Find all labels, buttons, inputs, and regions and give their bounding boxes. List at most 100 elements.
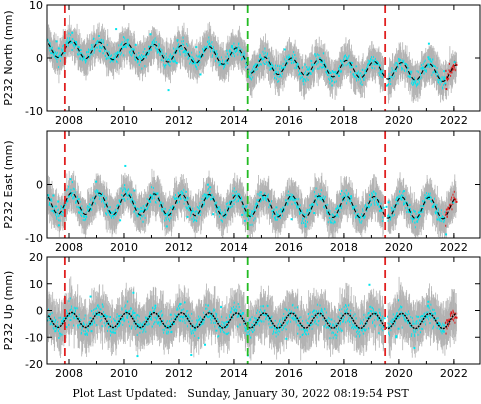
data-point	[427, 56, 430, 59]
data-point	[79, 49, 82, 52]
x-tick-label: 2020	[385, 114, 413, 127]
data-point	[167, 89, 170, 92]
recent-point	[455, 200, 458, 203]
data-point	[123, 184, 126, 187]
data-point	[385, 84, 388, 87]
data-point	[149, 33, 152, 36]
observations-1	[47, 15, 458, 104]
data-point	[241, 213, 244, 216]
data-point	[176, 39, 179, 42]
data-point	[144, 48, 147, 51]
data-point	[322, 63, 325, 66]
data-point	[141, 54, 144, 57]
data-point	[79, 211, 82, 214]
data-point	[98, 34, 101, 37]
data-point	[414, 221, 417, 224]
data-point	[175, 61, 178, 64]
data-point	[274, 71, 277, 74]
data-point	[432, 58, 435, 61]
x-tick-label: 2016	[275, 114, 303, 127]
data-point	[71, 48, 74, 51]
data-point	[301, 66, 304, 69]
y-tick-label: 10	[29, 0, 43, 12]
data-point	[102, 52, 105, 55]
data-point	[301, 222, 304, 225]
data-point	[276, 64, 279, 67]
data-point	[209, 45, 212, 48]
data-point	[67, 200, 70, 203]
data-point	[363, 78, 366, 81]
data-point	[235, 48, 238, 51]
data-point	[225, 59, 228, 62]
y-axis-label: P232 North (mm)	[2, 10, 15, 105]
data-point	[453, 61, 456, 64]
data-point	[370, 203, 373, 206]
panel-1: 2008 2010 2012 2014 2016 2018 2020 2022 -10 0 10 P2…	[2, 0, 481, 127]
data-point	[318, 54, 321, 57]
data-point	[55, 205, 58, 208]
data-point	[71, 181, 74, 184]
data-point	[382, 206, 385, 209]
data-point	[55, 40, 58, 43]
data-point	[195, 46, 198, 49]
data-point	[133, 200, 136, 203]
data-point	[355, 65, 358, 68]
data-point	[50, 52, 53, 55]
data-point	[331, 70, 334, 73]
data-point	[269, 67, 272, 70]
data-point	[427, 42, 430, 45]
data-point	[100, 38, 103, 41]
data-point	[283, 48, 286, 51]
recent-point	[455, 63, 458, 66]
data-point	[122, 36, 125, 39]
data-point	[201, 54, 204, 57]
data-point	[443, 70, 446, 73]
y-tick-label: -10	[25, 105, 43, 118]
data-point	[444, 82, 447, 85]
data-point	[337, 74, 340, 77]
x-tick-label: 2012	[165, 114, 193, 127]
x-tick-label: 2010	[110, 114, 138, 127]
data-point	[134, 43, 137, 46]
data-point	[423, 72, 426, 75]
data-point	[75, 42, 78, 45]
data-point	[233, 52, 236, 55]
data-point	[124, 199, 127, 202]
data-point	[304, 63, 307, 66]
x-tick-label: 2008	[55, 114, 83, 127]
data-point	[230, 45, 233, 48]
data-point	[373, 190, 376, 193]
data-point	[81, 215, 84, 218]
data-point	[182, 51, 185, 54]
data-point	[294, 53, 297, 56]
data-point	[378, 64, 381, 67]
data-point	[345, 189, 348, 192]
data-point	[306, 208, 309, 211]
data-point	[329, 72, 332, 75]
data-point	[414, 210, 417, 213]
data-point	[57, 47, 60, 50]
data-point	[99, 50, 102, 53]
data-point	[380, 71, 383, 74]
data-point	[93, 37, 96, 40]
data-point	[123, 197, 126, 200]
data-point	[115, 28, 118, 31]
data-point	[226, 49, 229, 52]
data-point	[174, 208, 177, 211]
data-point	[368, 206, 371, 209]
data-point	[192, 210, 195, 213]
data-point	[198, 61, 201, 64]
data-point	[199, 73, 202, 76]
data-point	[105, 212, 108, 215]
model-fit-line	[47, 40, 457, 82]
observations-2	[47, 164, 458, 238]
data-point	[340, 207, 343, 210]
data-point	[331, 84, 334, 87]
data-point	[431, 60, 434, 63]
y-tick-label: 0	[36, 52, 43, 65]
data-point	[174, 60, 177, 63]
data-point	[321, 66, 324, 69]
data-point	[322, 52, 325, 55]
x-tick-label: 2014	[220, 114, 248, 127]
